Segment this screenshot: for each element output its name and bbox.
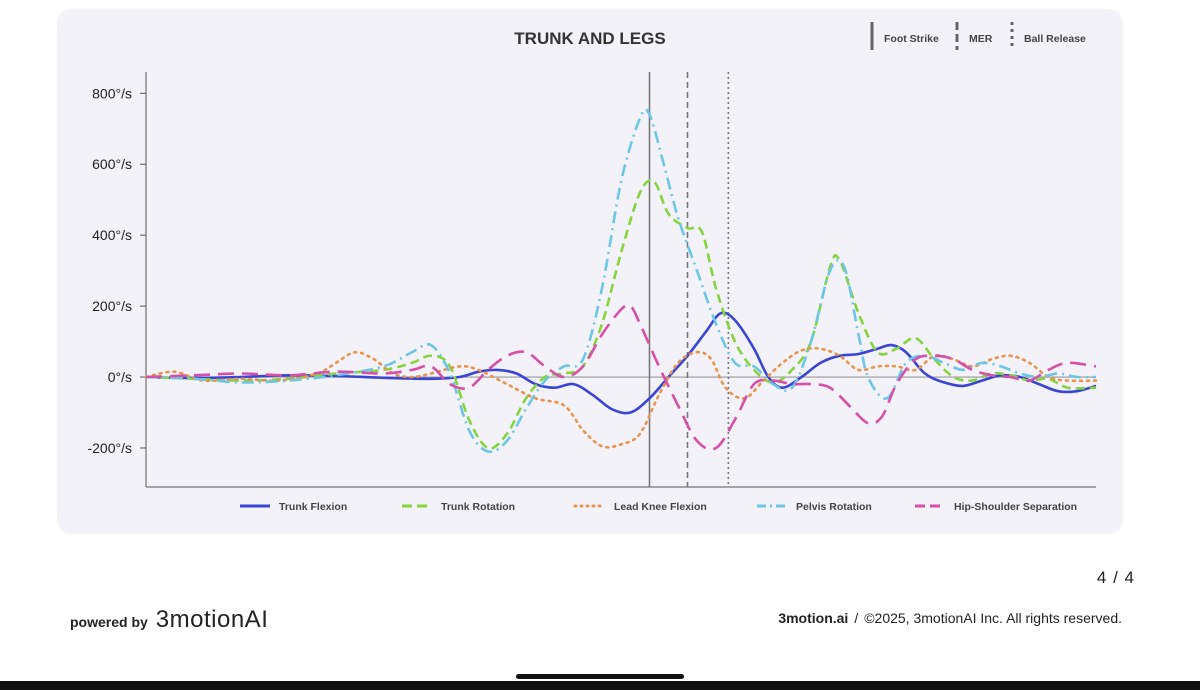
page-number: 4 / 4 — [1096, 568, 1135, 587]
chart-card: TRUNK AND LEGS Foot Strike MER Ball Release… — [57, 9, 1123, 534]
series-line-hip-shoulder-separation — [145, 303, 1097, 451]
y-tick-label: 0°/s — [108, 369, 132, 385]
home-indicator[interactable] — [516, 674, 684, 679]
event-legend-label: Foot Strike — [884, 33, 939, 45]
legend-label: Pelvis Rotation — [796, 501, 872, 513]
legend-label: Lead Knee Flexion — [614, 501, 707, 513]
footer-copyright: 3motion.ai / ©2025, 3motionAI Inc. All rig… — [778, 610, 1122, 626]
bottom-bar — [0, 681, 1200, 690]
legend-label: Hip-Shoulder Separation — [954, 501, 1077, 513]
series-line-trunk-flexion — [145, 311, 1097, 415]
copyright-text: ©2025, 3motionAI Inc. All rights reserve… — [864, 610, 1122, 626]
legend-label: Trunk Flexion — [279, 501, 347, 513]
series-line-pelvis-rotation — [145, 107, 1097, 454]
powered-by-label: powered by — [70, 614, 148, 630]
event-legend-label: MER — [969, 33, 993, 45]
y-tick-label: 400°/s — [92, 227, 132, 243]
site-link[interactable]: 3motion.ai — [778, 610, 849, 626]
powered-by-block: powered by 3motionAI — [70, 606, 268, 634]
chart-title: TRUNK AND LEGS — [514, 29, 665, 48]
event-legend-label: Ball Release — [1024, 33, 1086, 45]
brand-logo: 3motionAI — [155, 606, 269, 633]
footer-separator: / — [854, 610, 859, 626]
legend-label: Trunk Rotation — [441, 501, 515, 513]
trunk-legs-chart: TRUNK AND LEGS Foot Strike MER Ball Release… — [87, 22, 1098, 513]
y-tick-label: 200°/s — [92, 298, 132, 314]
series-line-trunk-rotation — [145, 179, 1097, 450]
y-tick-label: -200°/s — [87, 440, 132, 456]
y-tick-label: 600°/s — [92, 156, 132, 172]
y-tick-label: 800°/s — [92, 85, 132, 101]
series-line-lead-knee-flexion — [144, 346, 1098, 449]
